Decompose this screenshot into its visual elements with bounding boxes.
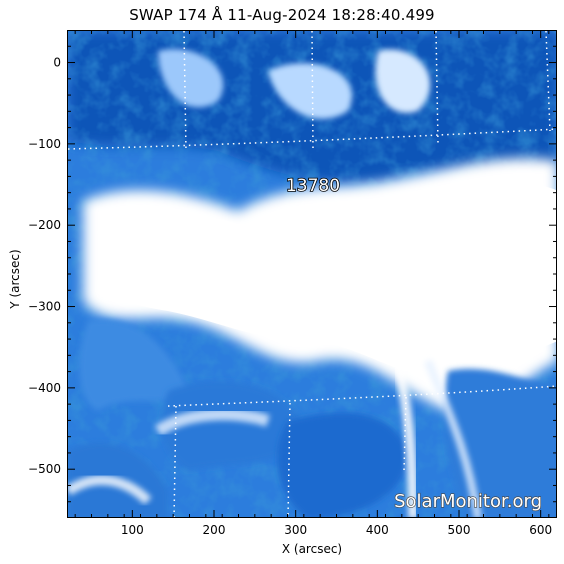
x-tick-label: 600 xyxy=(529,523,552,537)
x-tick-label: 500 xyxy=(448,523,471,537)
loop-region xyxy=(162,381,308,471)
solar-image: 13780 SolarMonitor.org xyxy=(67,30,557,518)
x-axis-label: X (arcsec) xyxy=(281,542,343,556)
x-tick-label: 200 xyxy=(203,523,226,537)
bright-patch xyxy=(268,63,352,119)
coronal-loop xyxy=(393,360,418,517)
y-tick-label: −100 xyxy=(28,137,61,151)
active-region-bright xyxy=(98,183,556,377)
y-tick-label: −300 xyxy=(28,300,61,314)
loop-region xyxy=(277,412,408,517)
euv-image-svg: 13780 SolarMonitor.org xyxy=(68,31,556,517)
coronal-loop xyxy=(68,475,152,505)
watermark: SolarMonitor.org xyxy=(394,491,542,512)
x-tick-label: 400 xyxy=(366,523,389,537)
coronal-loop xyxy=(424,359,482,517)
y-tick-label: −200 xyxy=(28,218,61,232)
y-tick-label: −400 xyxy=(28,381,61,395)
bright-patch xyxy=(375,49,431,113)
bright-patch xyxy=(158,49,224,108)
y-tick-label: 0 xyxy=(53,56,61,70)
x-tick-label: 300 xyxy=(284,523,307,537)
noaa-region-label: 13780 xyxy=(286,176,340,196)
y-tick-label: −500 xyxy=(28,462,61,476)
image-title: SWAP 174 Å 11-Aug-2024 18:28:40.499 xyxy=(129,6,435,24)
x-tick-label: 100 xyxy=(121,523,144,537)
heliographic-grid xyxy=(68,31,556,517)
y-axis-label: Y (arcsec) xyxy=(8,249,22,309)
coronal-loop xyxy=(154,408,270,437)
loop-region xyxy=(79,319,188,411)
